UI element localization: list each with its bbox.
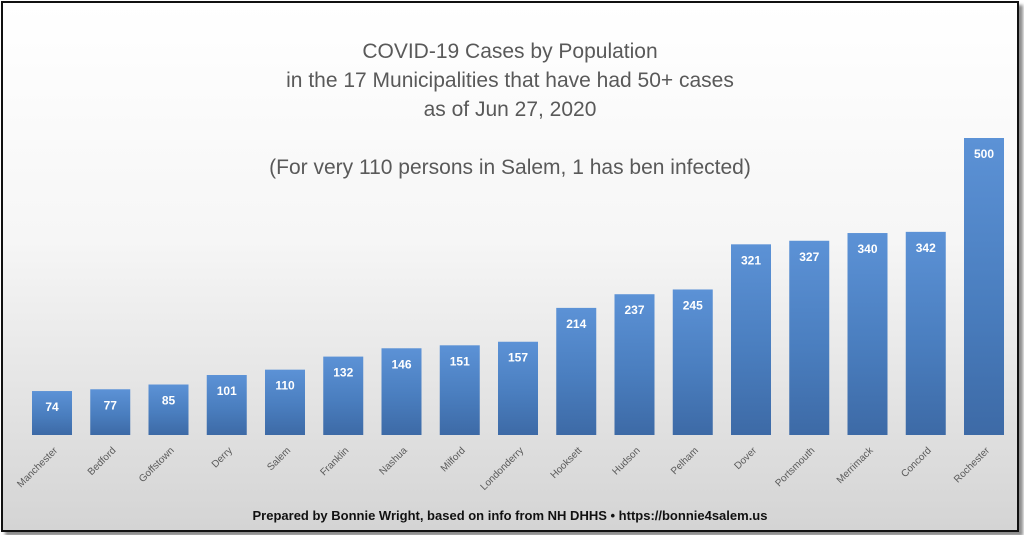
x-tick-label-milford: Milford: [439, 445, 468, 474]
bar-milford: [439, 345, 480, 435]
bar-dover: [731, 244, 771, 435]
bar-bedford: [90, 389, 131, 435]
bar-hooksett: [556, 307, 597, 435]
bar-derry: [206, 375, 247, 435]
bar-franklin: [323, 356, 364, 435]
bar-portsmouth: [789, 240, 830, 435]
data-label-franklin: 132: [333, 366, 353, 380]
chart-title: COVID-19 Cases by Population in the 17 M…: [3, 37, 1017, 124]
bar-hudson: [614, 294, 655, 435]
title-line-1: COVID-19 Cases by Population: [362, 40, 658, 63]
footer-credit: Prepared by Bonnie Wright, based on info…: [252, 508, 768, 523]
data-label-pelham: 245: [683, 298, 703, 312]
bar-series: [32, 138, 1004, 435]
bar-rochester: [964, 138, 1004, 435]
data-label-merrimack: 340: [857, 242, 877, 256]
x-tick-label-merrimack: Merrimack: [835, 445, 876, 486]
data-label-portsmouth: 327: [799, 250, 819, 264]
title-line-3: as of Jun 27, 2020: [423, 98, 597, 121]
data-label-hooksett: 214: [566, 317, 586, 331]
data-label-derry: 101: [217, 384, 237, 398]
x-tick-label-dover: Dover: [732, 445, 759, 472]
x-tick-label-salem: Salem: [265, 445, 293, 473]
x-tick-label-concord: Concord: [899, 445, 934, 480]
x-tick-label-goffstown: Goffstown: [137, 445, 176, 484]
data-label-salem: 110: [275, 379, 295, 393]
x-tick-label-hudson: Hudson: [610, 445, 642, 477]
bar-salem: [265, 369, 305, 435]
data-label-nashua: 146: [391, 357, 411, 371]
data-label-londonderry: 157: [508, 351, 528, 365]
x-tick-label-manchester: Manchester: [15, 445, 60, 490]
data-label-rochester: 500: [974, 147, 994, 161]
data-label-dover: 321: [741, 253, 761, 267]
data-label-concord: 342: [916, 241, 936, 255]
x-tick-label-londonderry: Londonderry: [479, 445, 526, 492]
x-tick-label-bedford: Bedford: [86, 445, 119, 478]
bar-manchester: [32, 391, 72, 435]
x-axis-tick-labels: Manchester Bedford Goffstown Derry Salem Fran…: [15, 445, 992, 493]
bar-nashua: [381, 348, 422, 435]
bar-merrimack: [847, 233, 888, 435]
title-line-2: in the 17 Municipalities that have had 5…: [286, 69, 734, 92]
x-tick-label-nashua: Nashua: [377, 445, 409, 477]
data-label-goffstown: 85: [162, 394, 176, 408]
data-label-milford: 151: [450, 354, 470, 368]
data-label-bedford: 77: [104, 398, 118, 412]
x-tick-label-franklin: Franklin: [318, 445, 351, 478]
bar-goffstown: [148, 384, 189, 435]
x-tick-label-hooksett: Hooksett: [549, 445, 585, 481]
data-labels: 74 77 85 101 110 132 146 151 157 214 237 245 321 327 3…: [45, 147, 994, 414]
data-label-hudson: 237: [624, 303, 644, 317]
bar-pelham: [672, 289, 713, 435]
bar-concord: [905, 231, 946, 435]
x-tick-label-pelham: Pelham: [669, 445, 701, 477]
bar-londonderry: [498, 341, 538, 435]
data-label-manchester: 74: [45, 400, 59, 414]
x-tick-label-rochester: Rochester: [952, 445, 992, 485]
chart-subtitle: (For very 110 persons in Salem, 1 has be…: [269, 156, 751, 179]
x-tick-label-portsmouth: Portsmouth: [773, 445, 817, 489]
bar-chart: 74 77 85 101 110 132 146 151 157 214 237 245 321 327 3…: [15, 138, 1004, 493]
x-tick-label-derry: Derry: [210, 445, 235, 470]
